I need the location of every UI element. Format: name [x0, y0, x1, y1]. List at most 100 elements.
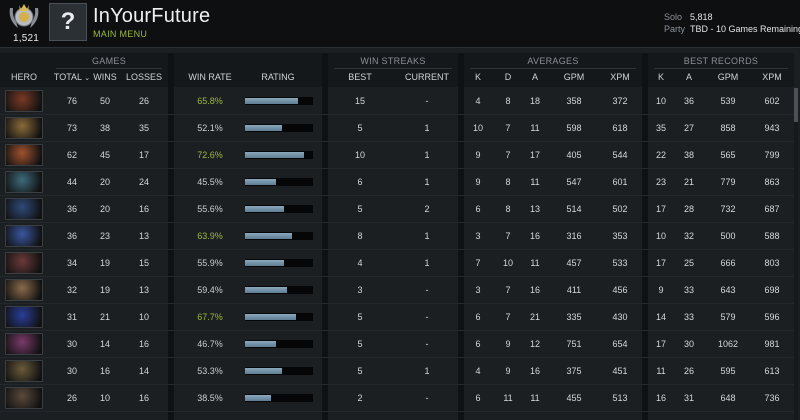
col-best-gpm[interactable]: GPM	[717, 72, 739, 82]
table-row[interactable]: 44 20 24 6 1 9 8 11 547 601 23 21 779 863 45.5%	[0, 169, 794, 195]
cell-streak-best: 10	[354, 150, 365, 160]
cell-best-xpm: 736	[764, 393, 780, 403]
col-streak-current[interactable]: CURRENT	[405, 72, 449, 82]
cell-best-a: 33	[683, 312, 694, 322]
cell-avg-xpm: 654	[612, 339, 628, 349]
col-hero[interactable]: HERO	[10, 72, 37, 82]
col-best-xpm[interactable]: XPM	[762, 72, 782, 82]
cell-wins: 19	[99, 258, 110, 268]
cell-win-rate: 52.1%	[197, 123, 223, 133]
cell-avg-a: 17	[529, 150, 540, 160]
cell-wins: 45	[99, 150, 110, 160]
cell-avg-a: 12	[529, 339, 540, 349]
cell-best-xpm: 863	[764, 177, 780, 187]
col-win-rate[interactable]: WIN RATE	[188, 72, 232, 82]
hero-header-panel	[0, 53, 50, 87]
cell-avg-a: 13	[529, 204, 540, 214]
cell-streak-current: -	[425, 393, 429, 403]
table-row[interactable]: 26 10 16 2 - 6 11 11 455 513 16 31 648 736 38.5%	[0, 385, 794, 411]
row-divider	[0, 330, 794, 331]
hero-portrait-12-icon[interactable]	[5, 387, 43, 409]
table-scrollbar[interactable]	[794, 88, 798, 420]
col-best-a[interactable]: A	[685, 72, 692, 82]
col-streak-best[interactable]: BEST	[348, 72, 372, 82]
cell-best-a: 25	[683, 258, 694, 268]
rating-bar	[245, 313, 313, 321]
rank-medal-icon: 1,521	[4, 2, 44, 46]
cell-losses: 15	[138, 258, 149, 268]
hero-portrait-1-icon[interactable]	[5, 90, 43, 112]
rating-bar	[245, 124, 313, 132]
col-avg-d[interactable]: D	[504, 72, 512, 82]
cell-avg-d: 7	[505, 150, 511, 160]
col-avg-xpm[interactable]: XPM	[610, 72, 630, 82]
table-row[interactable]: 76 50 26 15 - 4 8 18 358 372 10 36 539 602 65.8%	[0, 88, 794, 114]
table-row[interactable]: 30 16 14 5 1 4 9 16 375 451 11 26 595 613 53.3%	[0, 358, 794, 384]
table-row[interactable]: 62 45 17 10 1 9 7 17 405 544 22 38 565 799 72.6%	[0, 142, 794, 168]
hero-portrait-8-icon[interactable]	[5, 279, 43, 301]
cell-total: 32	[66, 285, 77, 295]
cell-best-a: 28	[683, 204, 694, 214]
cell-win-rate: 45.5%	[197, 177, 223, 187]
cell-win-rate: 72.6%	[197, 150, 223, 160]
hero-portrait-3-icon[interactable]	[5, 144, 43, 166]
rating-bar-fill	[245, 233, 292, 239]
hero-portrait-10-icon[interactable]	[5, 333, 43, 355]
col-wins[interactable]: WINS	[93, 72, 117, 82]
cell-streak-current: 1	[424, 177, 430, 187]
cell-wins: 14	[99, 339, 110, 349]
cell-wins: 23	[99, 231, 110, 241]
hero-portrait-2-icon[interactable]	[5, 117, 43, 139]
cell-avg-k: 3	[475, 231, 481, 241]
cell-total: 26	[66, 393, 77, 403]
col-total[interactable]: TOTAL ⌄	[52, 72, 92, 82]
cell-best-k: 23	[655, 177, 666, 187]
cell-avg-xpm: 544	[612, 150, 628, 160]
cell-avg-d: 8	[505, 177, 511, 187]
cell-avg-d: 7	[505, 285, 511, 295]
table-row[interactable]: 34 19 15 4 1 7 10 11 457 533 17 25 666 803 55.9%	[0, 250, 794, 276]
rating-bar-fill	[245, 287, 287, 293]
table-row[interactable]: 36 20 16 5 2 6 8 13 514 502 17 28 732 687 55.6%	[0, 196, 794, 222]
rating-bar	[245, 367, 313, 375]
col-avg-gpm[interactable]: GPM	[563, 72, 585, 82]
cell-losses: 13	[138, 285, 149, 295]
cell-best-xpm: 698	[764, 285, 780, 295]
cell-best-gpm: 500	[720, 231, 736, 241]
column-divider	[168, 53, 174, 420]
col-avg-k[interactable]: K	[474, 72, 481, 82]
table-row[interactable]: 36 23 13 8 1 3 7 16 316 353 10 32 500 588 63.9%	[0, 223, 794, 249]
hero-portrait-7-icon[interactable]	[5, 252, 43, 274]
hero-portrait-6-icon[interactable]	[5, 225, 43, 247]
cell-best-k: 10	[655, 231, 666, 241]
main-menu-link[interactable]: MAIN MENU	[93, 29, 148, 39]
col-best-k[interactable]: K	[657, 72, 664, 82]
cell-avg-gpm: 316	[566, 231, 582, 241]
row-divider	[0, 303, 794, 304]
hero-portrait-11-icon[interactable]	[5, 360, 43, 382]
games-group-header: GAMES	[50, 53, 168, 87]
cell-avg-gpm: 455	[566, 393, 582, 403]
table-row[interactable]: 31 21 10 5 - 6 7 21 335 430 14 33 579 596 67.7%	[0, 304, 794, 330]
hero-portrait-9-icon[interactable]	[5, 306, 43, 328]
cell-losses: 24	[138, 177, 149, 187]
table-row[interactable]: 73 38 35 5 1 10 7 11 598 618 35 27 858 943 52.1%	[0, 115, 794, 141]
scrollbar-thumb[interactable]	[794, 88, 798, 122]
hero-portrait-5-icon[interactable]	[5, 198, 43, 220]
cell-best-gpm: 579	[720, 312, 736, 322]
col-avg-a[interactable]: A	[531, 72, 538, 82]
col-losses[interactable]: LOSSES	[125, 72, 163, 82]
avatar[interactable]: ?	[49, 3, 87, 41]
rank-medal-number: 1,521	[12, 33, 40, 44]
cell-avg-k: 4	[475, 96, 481, 106]
cell-avg-a: 16	[529, 366, 540, 376]
cell-losses: 26	[138, 96, 149, 106]
hero-portrait-4-icon[interactable]	[5, 171, 43, 193]
col-rating[interactable]: RATING	[261, 72, 295, 82]
table-row[interactable]: 32 19 13 3 - 3 7 16 411 456 9 33 643 698 59.4%	[0, 277, 794, 303]
best-records-group-title: BEST RECORDS	[683, 56, 759, 66]
table-row[interactable]: 30 14 16 5 - 6 9 12 751 654 17 30 1062 981 46.7%	[0, 331, 794, 357]
cell-win-rate: 55.9%	[197, 258, 223, 268]
cell-wins: 38	[99, 123, 110, 133]
cell-win-rate: 55.6%	[197, 204, 223, 214]
